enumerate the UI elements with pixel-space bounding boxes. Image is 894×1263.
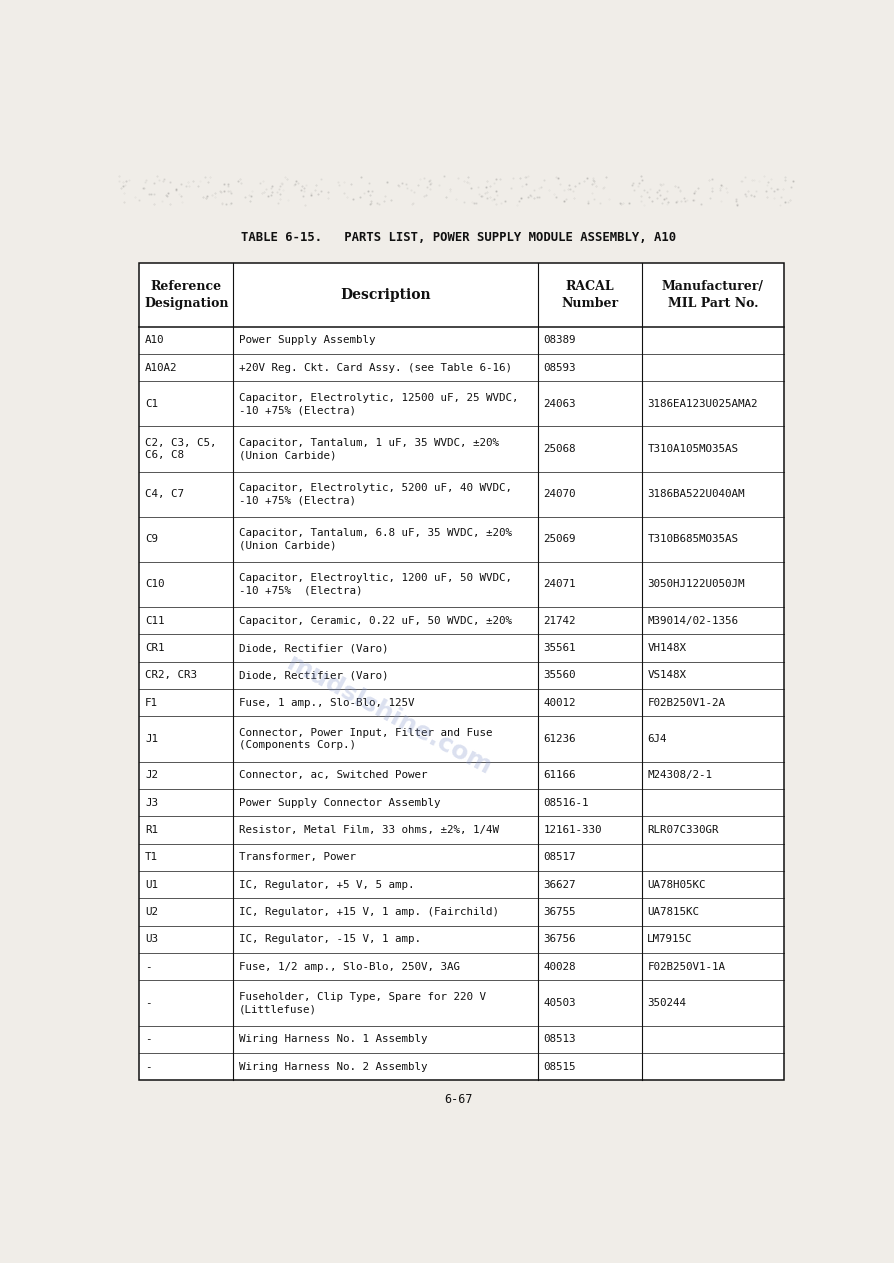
Text: 12161-330: 12161-330 [544, 825, 602, 835]
Text: J3: J3 [145, 798, 158, 807]
Text: Transformer, Power: Transformer, Power [239, 853, 356, 863]
Text: Capacitor, Electroyltic, 1200 uF, 50 WVDC,
-10 +75%  (Electra): Capacitor, Electroyltic, 1200 uF, 50 WVD… [239, 573, 511, 596]
Text: 35561: 35561 [544, 643, 576, 653]
Text: R1: R1 [145, 825, 158, 835]
Text: Capacitor, Tantalum, 1 uF, 35 WVDC, ±20%
(Union Carbide): Capacitor, Tantalum, 1 uF, 35 WVDC, ±20%… [239, 438, 499, 460]
Text: 36755: 36755 [544, 907, 576, 917]
Text: Diode, Rectifier (Varo): Diode, Rectifier (Varo) [239, 671, 388, 681]
Text: +20V Reg. Ckt. Card Assy. (see Table 6-16): +20V Reg. Ckt. Card Assy. (see Table 6-1… [239, 362, 511, 373]
Text: 08517: 08517 [544, 853, 576, 863]
Text: 35560: 35560 [544, 671, 576, 681]
Text: C1: C1 [145, 399, 158, 409]
Text: Capacitor, Electrolytic, 5200 uF, 40 WVDC,
-10 +75% (Electra): Capacitor, Electrolytic, 5200 uF, 40 WVD… [239, 482, 511, 505]
Text: 61166: 61166 [544, 770, 576, 781]
Text: Wiring Harness No. 1 Assembly: Wiring Harness No. 1 Assembly [239, 1034, 427, 1045]
Text: T1: T1 [145, 853, 158, 863]
Bar [139, 264, 784, 1080]
Text: Power Supply Connector Assembly: Power Supply Connector Assembly [239, 798, 440, 807]
Text: 3050HJ122U050JM: 3050HJ122U050JM [647, 580, 745, 590]
Text: 24071: 24071 [544, 580, 576, 590]
Text: 61236: 61236 [544, 734, 576, 744]
Text: -: - [145, 998, 151, 1008]
Text: -: - [145, 1034, 151, 1045]
Text: mudslshine.com: mudslshine.com [282, 652, 496, 781]
Text: CR1: CR1 [145, 643, 164, 653]
Text: 25069: 25069 [544, 534, 576, 544]
Text: TABLE 6-15.   PARTS LIST, POWER SUPPLY MODULE ASSEMBLY, A10: TABLE 6-15. PARTS LIST, POWER SUPPLY MOD… [240, 231, 676, 244]
Text: F1: F1 [145, 697, 158, 707]
Text: 24063: 24063 [544, 399, 576, 409]
Text: C9: C9 [145, 534, 158, 544]
Text: M39014/02-1356: M39014/02-1356 [647, 615, 738, 625]
Text: C10: C10 [145, 580, 164, 590]
Text: Capacitor, Tantalum, 6.8 uF, 35 WVDC, ±20%
(Union Carbide): Capacitor, Tantalum, 6.8 uF, 35 WVDC, ±2… [239, 528, 511, 551]
Text: A10A2: A10A2 [145, 362, 178, 373]
Text: 36627: 36627 [544, 880, 576, 889]
Text: CR2, CR3: CR2, CR3 [145, 671, 197, 681]
Text: Resistor, Metal Film, 33 ohms, ±2%, 1/4W: Resistor, Metal Film, 33 ohms, ±2%, 1/4W [239, 825, 499, 835]
Text: 08513: 08513 [544, 1034, 576, 1045]
Text: J1: J1 [145, 734, 158, 744]
Text: Diode, Rectifier (Varo): Diode, Rectifier (Varo) [239, 643, 388, 653]
Text: Fuseholder, Clip Type, Spare for 220 V
(Littlefuse): Fuseholder, Clip Type, Spare for 220 V (… [239, 991, 485, 1014]
Text: Connector, ac, Switched Power: Connector, ac, Switched Power [239, 770, 427, 781]
Text: F02B250V1-2A: F02B250V1-2A [647, 697, 725, 707]
Text: 08515: 08515 [544, 1062, 576, 1071]
Text: T310A105MO35AS: T310A105MO35AS [647, 445, 738, 453]
Text: C2, C3, C5,
C6, C8: C2, C3, C5, C6, C8 [145, 438, 216, 460]
Text: IC, Regulator, +15 V, 1 amp. (Fairchild): IC, Regulator, +15 V, 1 amp. (Fairchild) [239, 907, 499, 917]
Text: Manufacturer/
MIL Part No.: Manufacturer/ MIL Part No. [662, 280, 763, 309]
Text: T310B685MO35AS: T310B685MO35AS [647, 534, 738, 544]
Text: 40503: 40503 [544, 998, 576, 1008]
Text: Capacitor, Electrolytic, 12500 uF, 25 WVDC,
-10 +75% (Electra): Capacitor, Electrolytic, 12500 uF, 25 WV… [239, 393, 518, 416]
Text: IC, Regulator, -15 V, 1 amp.: IC, Regulator, -15 V, 1 amp. [239, 935, 420, 945]
Text: Fuse, 1/2 amp., Slo-Blo, 250V, 3AG: Fuse, 1/2 amp., Slo-Blo, 250V, 3AG [239, 961, 460, 971]
Text: F02B250V1-1A: F02B250V1-1A [647, 961, 725, 971]
Text: Wiring Harness No. 2 Assembly: Wiring Harness No. 2 Assembly [239, 1062, 427, 1071]
Text: 24070: 24070 [544, 489, 576, 499]
Text: 40012: 40012 [544, 697, 576, 707]
Text: 3186BA522U040AM: 3186BA522U040AM [647, 489, 745, 499]
Text: Capacitor, Ceramic, 0.22 uF, 50 WVDC, ±20%: Capacitor, Ceramic, 0.22 uF, 50 WVDC, ±2… [239, 615, 511, 625]
Text: C11: C11 [145, 615, 164, 625]
Text: 08516-1: 08516-1 [544, 798, 589, 807]
Text: 25068: 25068 [544, 445, 576, 453]
Text: UA78H05KC: UA78H05KC [647, 880, 706, 889]
Text: RACAL
Number: RACAL Number [561, 280, 619, 309]
Text: VS148X: VS148X [647, 671, 687, 681]
Text: U1: U1 [145, 880, 158, 889]
Text: C4, C7: C4, C7 [145, 489, 184, 499]
Text: 08389: 08389 [544, 335, 576, 345]
Text: IC, Regulator, +5 V, 5 amp.: IC, Regulator, +5 V, 5 amp. [239, 880, 414, 889]
Text: Reference
Designation: Reference Designation [144, 280, 229, 309]
Text: LM7915C: LM7915C [647, 935, 693, 945]
Text: Power Supply Assembly: Power Supply Assembly [239, 335, 375, 345]
Text: M24308/2-1: M24308/2-1 [647, 770, 713, 781]
Text: 350244: 350244 [647, 998, 687, 1008]
Text: J2: J2 [145, 770, 158, 781]
Text: A10: A10 [145, 335, 164, 345]
Text: 40028: 40028 [544, 961, 576, 971]
Text: Connector, Power Input, Filter and Fuse
(Components Corp.): Connector, Power Input, Filter and Fuse … [239, 727, 492, 750]
Text: Fuse, 1 amp., Slo-Blo, 125V: Fuse, 1 amp., Slo-Blo, 125V [239, 697, 414, 707]
Text: 3186EA123U025AMA2: 3186EA123U025AMA2 [647, 399, 758, 409]
Text: -: - [145, 961, 151, 971]
Text: 6-67: 6-67 [444, 1094, 472, 1106]
Text: Description: Description [340, 288, 431, 302]
Text: 21742: 21742 [544, 615, 576, 625]
Text: U3: U3 [145, 935, 158, 945]
Text: 36756: 36756 [544, 935, 576, 945]
Text: 6J4: 6J4 [647, 734, 667, 744]
Text: 08593: 08593 [544, 362, 576, 373]
Text: U2: U2 [145, 907, 158, 917]
Text: RLR07C330GR: RLR07C330GR [647, 825, 719, 835]
Text: VH148X: VH148X [647, 643, 687, 653]
Text: UA7815KC: UA7815KC [647, 907, 699, 917]
Text: -: - [145, 1062, 151, 1071]
